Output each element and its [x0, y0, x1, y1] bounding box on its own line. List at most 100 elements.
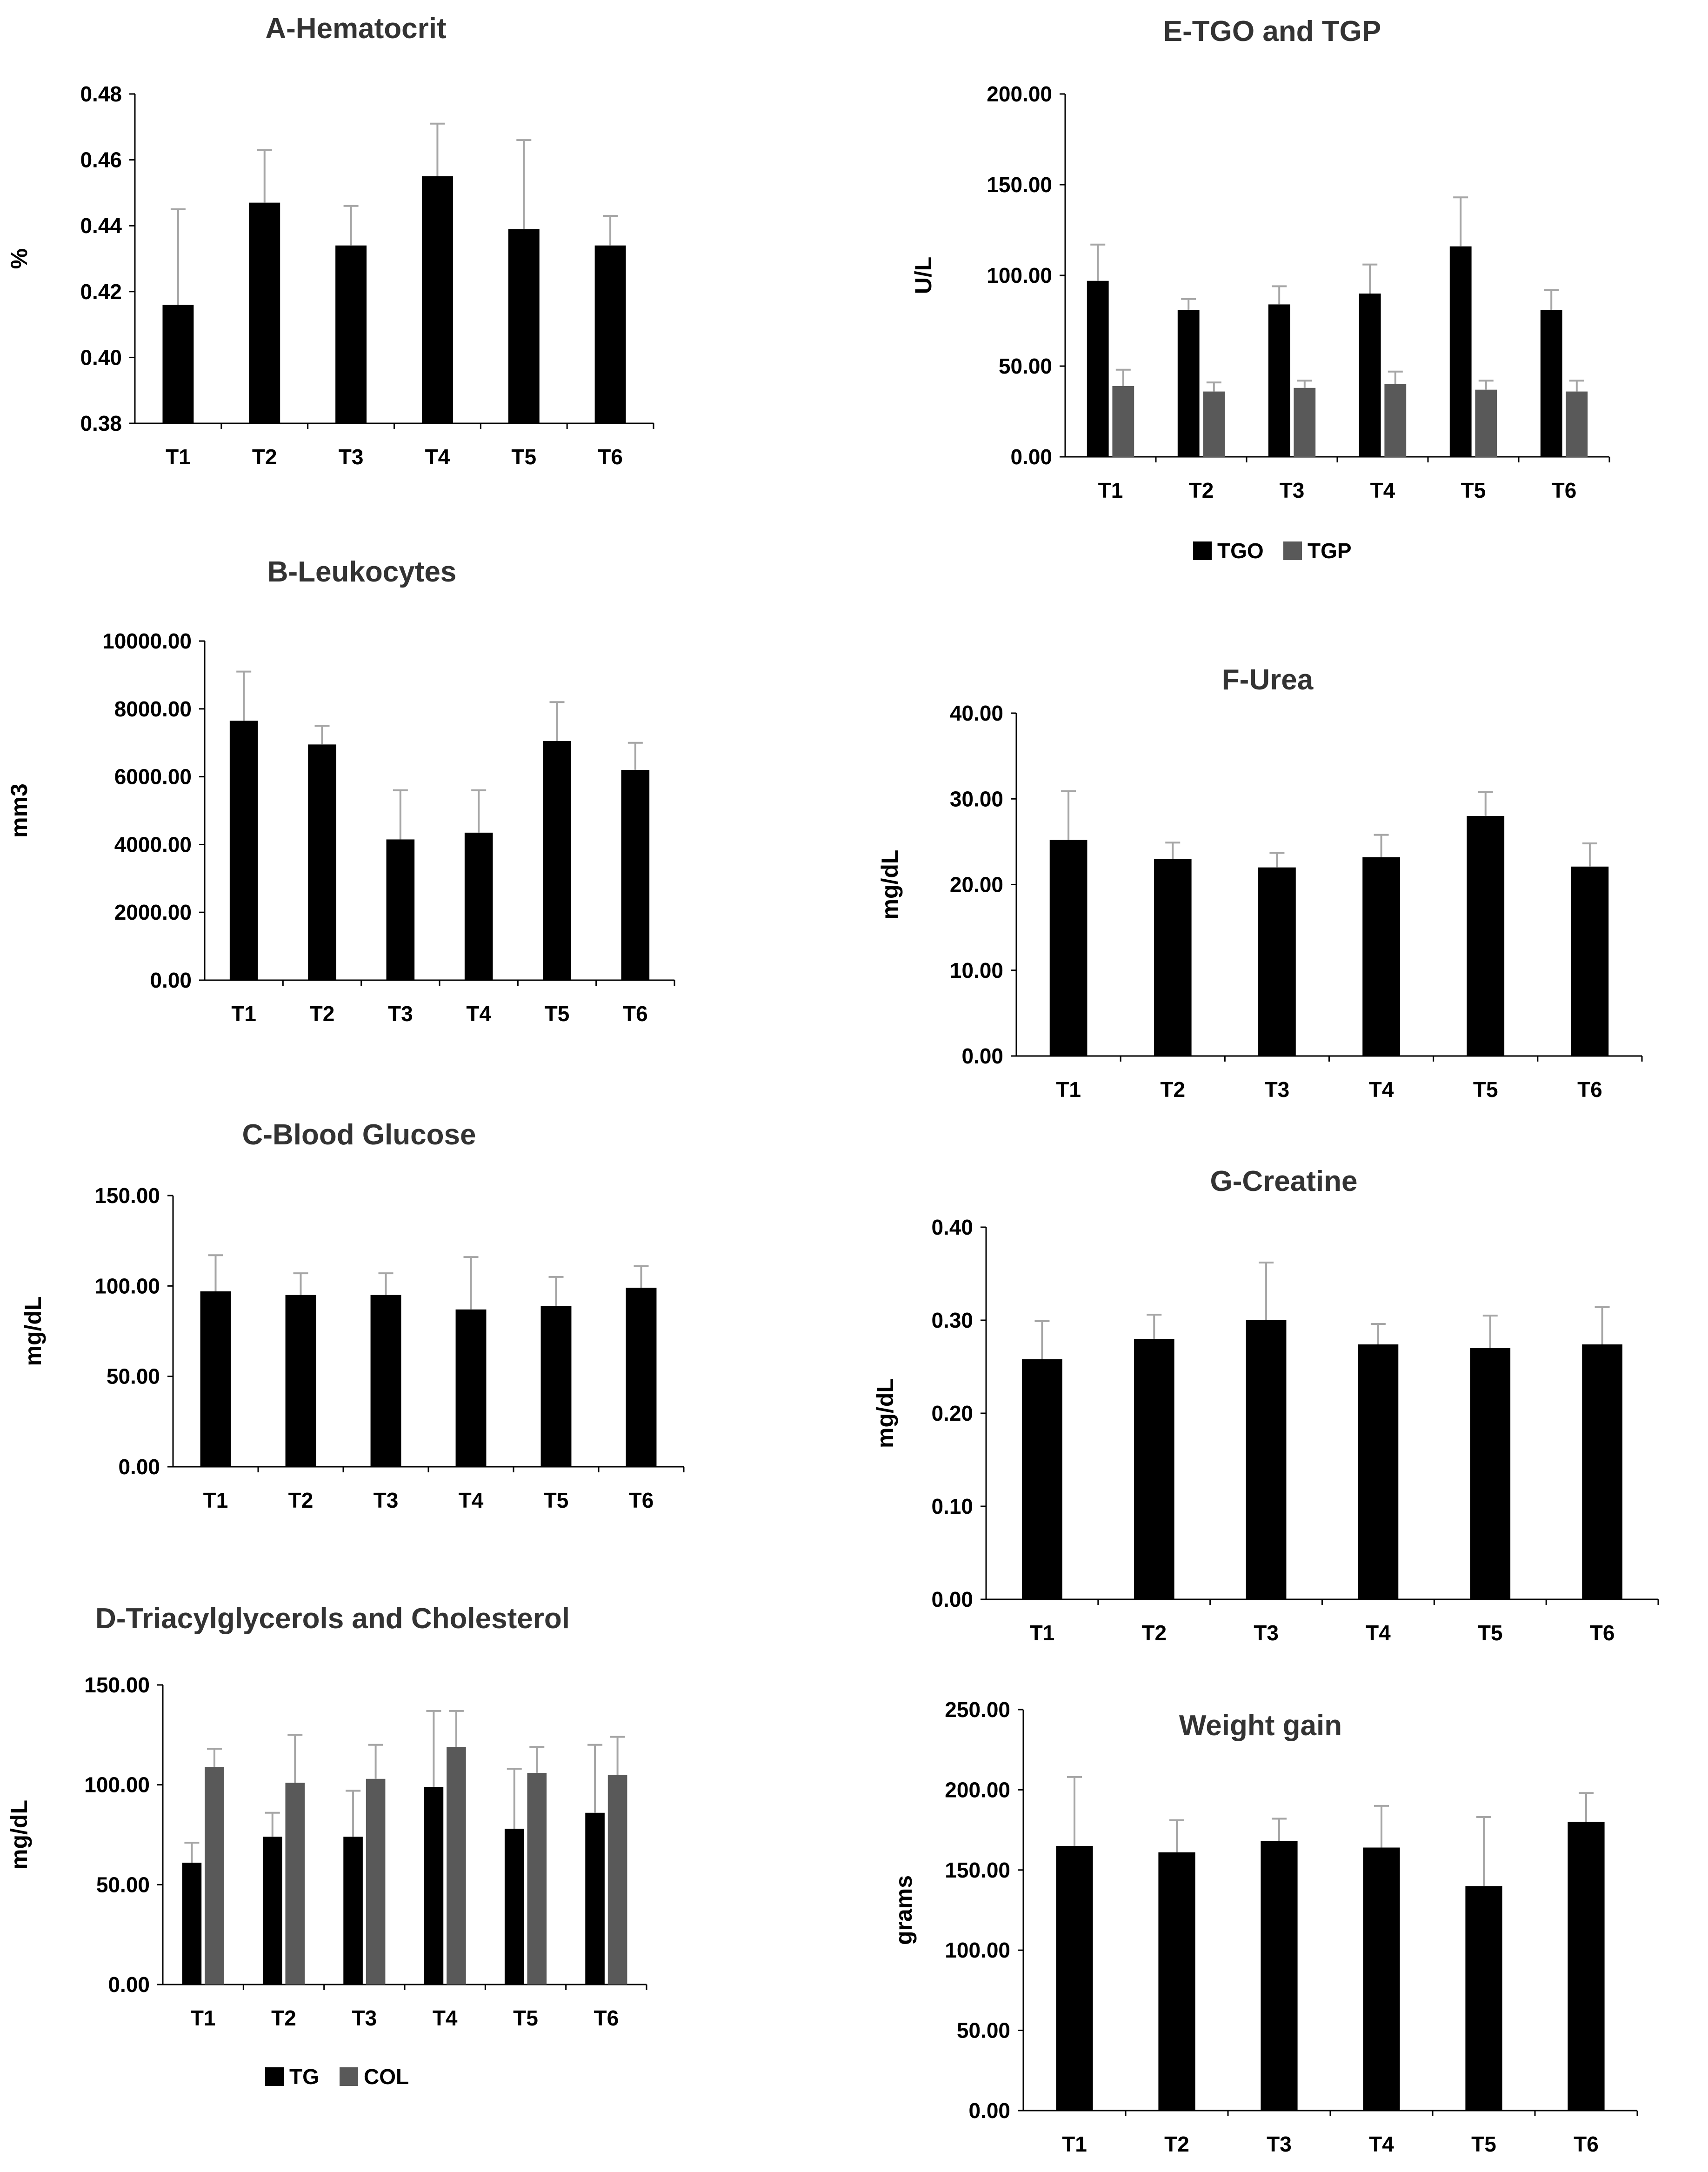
bar-glucose-t2 [285, 1295, 316, 1467]
x-tick-label-t2: T2 [288, 1488, 314, 1512]
y-tick-label: 100.00 [945, 1938, 1010, 1962]
bar-tgp-t2 [1203, 391, 1225, 457]
x-tick-label-t2: T2 [252, 445, 277, 469]
y-tick-label: 0.20 [931, 1401, 973, 1425]
bar-leukocytes-t4 [464, 832, 493, 980]
y-tick-label: 0.00 [150, 968, 192, 992]
bar-glucose-t4 [455, 1309, 487, 1467]
x-tick-label-t4: T4 [1369, 1077, 1394, 1102]
x-tick-label-t6: T6 [1552, 478, 1577, 502]
y-tick-label: 0.00 [961, 1044, 1003, 1068]
x-tick-label-t5: T5 [544, 1488, 569, 1512]
bar-creatine-t1 [1022, 1359, 1062, 1599]
x-tick-label-t1: T1 [1030, 1621, 1055, 1645]
x-tick-label-t6: T6 [629, 1488, 654, 1512]
y-tick-label: 50.00 [957, 2018, 1010, 2043]
bar-weight-gain-t5 [1465, 1886, 1502, 2111]
x-tick-label-t4: T4 [466, 1002, 491, 1026]
y-tick-label: 2000.00 [114, 900, 192, 924]
bar-hematocrit-t6 [594, 245, 626, 423]
y-tick-label: 50.00 [999, 354, 1052, 378]
bar-leukocytes-t3 [386, 839, 415, 980]
bar-tgo-t3 [1268, 304, 1290, 457]
bar-urea-t2 [1154, 859, 1192, 1056]
bar-col-t3 [366, 1778, 386, 1985]
y-tick-label: 10000.00 [102, 629, 192, 653]
chart-title: F-Urea [1222, 664, 1314, 696]
y-tick-label: 100.00 [84, 1773, 150, 1797]
x-tick-label-t5: T5 [1478, 1621, 1503, 1645]
chart-panel-a: A-Hematocrit% 0.38 0.40 0.42 0.44 0.46 0.48 T1 T… [6, 13, 654, 469]
y-tick-label: 0.42 [80, 280, 122, 304]
y-tick-label: 0.00 [968, 2098, 1010, 2123]
x-tick-label-t1: T1 [1056, 1077, 1081, 1102]
y-tick-label: 6000.00 [114, 765, 192, 789]
bar-hematocrit-t2 [249, 202, 280, 423]
bar-tgo-t2 [1177, 310, 1200, 457]
x-tick-label-t2: T2 [1164, 2132, 1189, 2156]
bar-hematocrit-t5 [508, 229, 540, 423]
bar-tgp-t1 [1112, 386, 1134, 457]
bar-tgo-t5 [1449, 246, 1472, 457]
bar-tg-t3 [343, 1837, 363, 1985]
x-tick-label-t2: T2 [271, 2006, 296, 2030]
x-tick-label-t3: T3 [352, 2006, 377, 2030]
y-tick-label: 0.10 [931, 1494, 973, 1518]
legend-swatch-col [340, 2067, 358, 2086]
bar-tgo-t1 [1087, 281, 1109, 457]
bar-tg-t2 [262, 1837, 282, 1985]
legend-swatch-tgo [1193, 541, 1212, 560]
x-tick-label-t5: T5 [513, 2006, 538, 2030]
chart-panel-e: E-TGO and TGP U/L 0.00 50.00 100.00 150.00 200… [910, 15, 1610, 563]
x-tick-label-t3: T3 [1254, 1621, 1279, 1645]
bar-glucose-t6 [626, 1288, 657, 1467]
bar-tgo-t4 [1359, 294, 1381, 457]
y-tick-label: 0.00 [118, 1455, 160, 1479]
chart-panel-g: G-Creatine mg/dL 0.00 0.10 0.20 0.30 0.40 T1 T2 T… [872, 1165, 1659, 1645]
x-tick-label-t3: T3 [388, 1002, 413, 1026]
legend-label-tgp: TGP [1308, 539, 1352, 563]
x-tick-label-t2: T2 [1189, 478, 1214, 502]
y-tick-label: 150.00 [84, 1673, 150, 1697]
legend-swatch-tgp [1283, 541, 1302, 560]
x-tick-label-t6: T6 [1574, 2132, 1599, 2156]
chart-panel-b: B-Leukocytes mm3 0.00 2000.00 4000.00 6000.00… [6, 556, 675, 1026]
y-tick-label: 0.44 [80, 214, 122, 238]
bar-urea-t4 [1362, 857, 1400, 1056]
bar-tg-t1 [182, 1863, 202, 1985]
bar-weight-gain-t2 [1158, 1852, 1195, 2111]
bar-urea-t1 [1049, 840, 1088, 1056]
x-tick-label-t6: T6 [594, 2006, 619, 2030]
x-tick-label-t5: T5 [1461, 478, 1486, 502]
legend-swatch-tg [265, 2067, 284, 2086]
x-tick-label-t3: T3 [1267, 2132, 1292, 2156]
bar-hematocrit-t3 [335, 245, 367, 423]
bar-tg-t5 [504, 1829, 524, 1985]
y-tick-label: 30.00 [950, 787, 1003, 811]
bar-creatine-t5 [1470, 1348, 1511, 1599]
chart-panel-d: D-Triacylglycerols and Cholesterol mg/dL 0… [6, 1603, 647, 2089]
chart-title: A-Hematocrit [265, 13, 446, 45]
y-axis-label: grams [891, 1875, 917, 1945]
x-tick-label-t5: T5 [1471, 2132, 1496, 2156]
x-tick-label-t4: T4 [433, 2006, 458, 2030]
bar-creatine-t6 [1582, 1344, 1622, 1599]
x-tick-label-t5: T5 [1473, 1077, 1498, 1102]
chart-title: G-Creatine [1210, 1165, 1358, 1197]
y-tick-label: 200.00 [987, 82, 1052, 106]
y-axis-label: mg/dL [877, 850, 903, 920]
x-tick-label-t2: T2 [310, 1002, 335, 1026]
bar-urea-t6 [1571, 866, 1609, 1056]
bar-tgp-t3 [1294, 388, 1316, 457]
y-tick-label: 50.00 [107, 1364, 160, 1389]
y-axis-label: % [6, 248, 32, 269]
y-tick-label: 0.40 [80, 345, 122, 369]
bar-glucose-t5 [540, 1306, 572, 1467]
y-tick-label: 0.40 [931, 1215, 973, 1239]
x-tick-label-t4: T4 [459, 1488, 484, 1512]
y-tick-label: 0.38 [80, 411, 122, 435]
x-tick-label-t2: T2 [1160, 1077, 1185, 1102]
bar-weight-gain-t6 [1568, 1822, 1605, 2111]
y-tick-label: 0.00 [931, 1587, 973, 1611]
